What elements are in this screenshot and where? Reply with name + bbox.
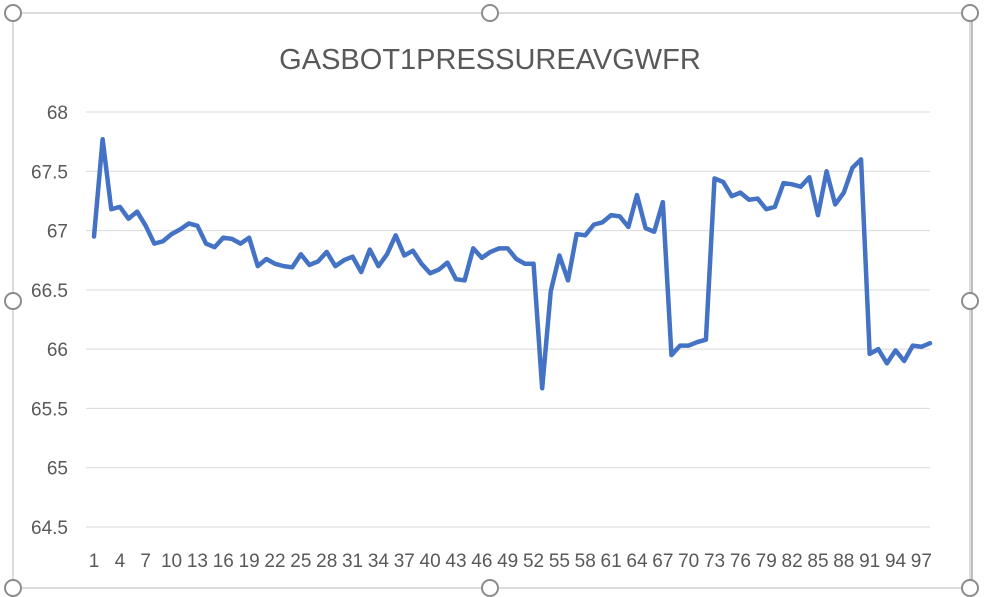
x-tick-label: 10 (161, 551, 182, 572)
x-tick-label: 85 (807, 551, 828, 572)
resize-handle-bottom-center[interactable] (481, 579, 499, 597)
x-tick-label: 52 (523, 551, 544, 572)
x-tick-label: 19 (239, 551, 260, 572)
x-tick-label: 55 (549, 551, 570, 572)
x-tick-label: 70 (678, 551, 699, 572)
x-tick-label: 76 (730, 551, 751, 572)
resize-handle-middle-right[interactable] (961, 292, 979, 310)
x-tick-label: 43 (445, 551, 466, 572)
x-tick-label: 31 (342, 551, 363, 572)
x-tick-label: 64 (626, 551, 648, 572)
x-tick-label: 49 (497, 551, 518, 572)
y-tick-label: 65 (47, 459, 68, 480)
resize-handle-bottom-right[interactable] (961, 579, 979, 597)
x-tick-label: 28 (316, 551, 337, 572)
x-tick-label: 22 (264, 551, 285, 572)
resize-handle-top-right[interactable] (961, 4, 979, 22)
resize-handle-middle-left[interactable] (4, 292, 22, 310)
x-tick-label: 97 (911, 551, 932, 572)
chart-border (12, 12, 971, 589)
gridlines (86, 111, 930, 528)
resize-handle-top-center[interactable] (481, 4, 499, 22)
x-tick-label: 61 (601, 551, 622, 572)
x-tick-label: 88 (833, 551, 854, 572)
x-tick-label: 34 (368, 551, 390, 572)
x-tick-label: 73 (704, 551, 725, 572)
x-tick-label: 40 (420, 551, 441, 572)
chart-title: GASBOT1PRESSUREAVGWFR (279, 44, 701, 76)
x-tick-label: 37 (394, 551, 415, 572)
selection-handles[interactable] (4, 4, 979, 597)
x-tick-label: 13 (187, 551, 208, 572)
series-line (91, 137, 933, 391)
x-tick-label: 25 (290, 551, 311, 572)
y-tick-label: 66 (47, 340, 68, 361)
x-axis-tick-labels: 1 4 7 10 13 16 19 22 25 28 31 34 37 40 43 46 49 52 55 58 61 6… (89, 551, 932, 572)
y-tick-label: 66.5 (31, 281, 68, 302)
x-tick-label: 1 (89, 551, 100, 572)
resize-handle-bottom-left[interactable] (4, 579, 22, 597)
y-tick-label: 64.5 (31, 518, 68, 539)
x-tick-label: 4 (115, 551, 126, 572)
x-tick-label: 82 (782, 551, 803, 572)
y-tick-label: 65.5 (31, 399, 68, 420)
resize-handle-top-left[interactable] (4, 4, 22, 22)
x-tick-label: 67 (652, 551, 673, 572)
x-tick-label: 91 (859, 551, 880, 572)
x-tick-label: 7 (140, 551, 151, 572)
y-tick-label: 67.5 (31, 162, 68, 183)
y-tick-label: 68 (47, 103, 68, 124)
x-tick-label: 46 (471, 551, 492, 572)
x-tick-label: 94 (885, 551, 907, 572)
y-tick-label: 67 (47, 222, 68, 243)
x-tick-label: 16 (213, 551, 234, 572)
x-tick-label: 58 (575, 551, 596, 572)
x-tick-label: 79 (756, 551, 777, 572)
y-axis-tick-labels: 64.5 65 65.5 66 66.5 67 67.5 68 (31, 103, 68, 539)
